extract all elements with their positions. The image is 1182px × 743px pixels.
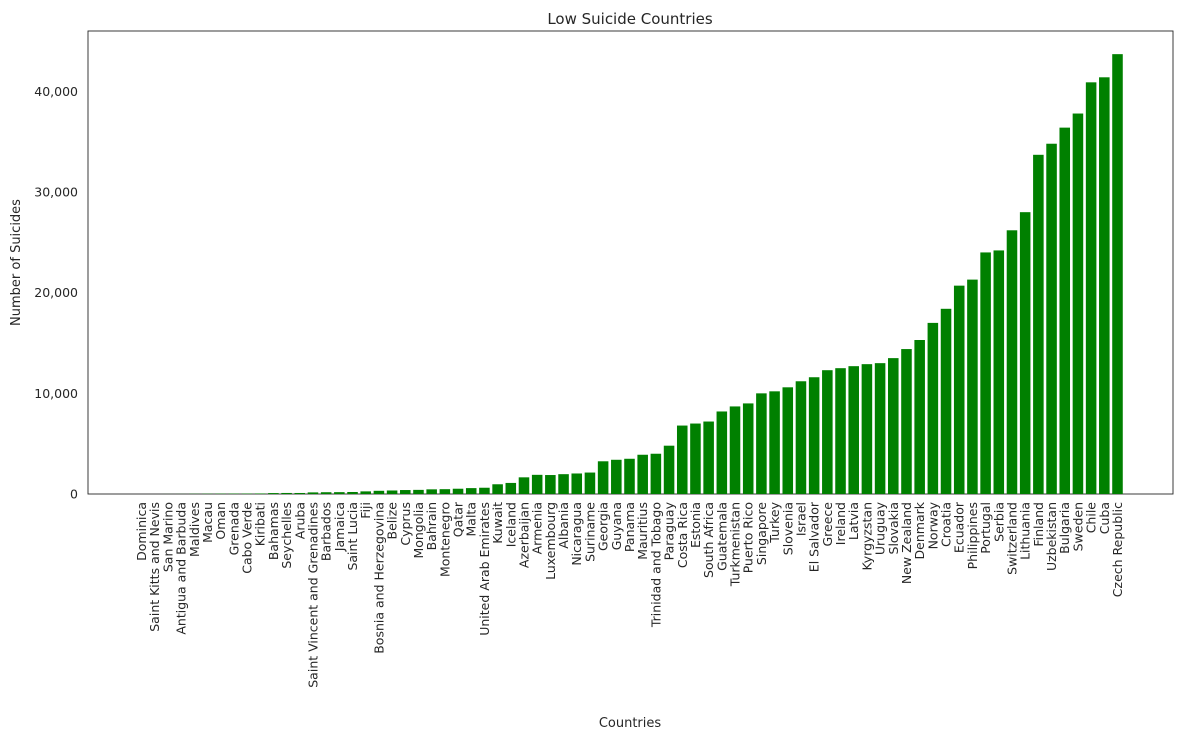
y-tick-label: 40,000 xyxy=(34,84,78,99)
y-tick-label: 20,000 xyxy=(34,285,78,300)
bar xyxy=(664,446,675,494)
y-axis: 0 10,000 20,000 30,000 40,000 xyxy=(34,84,78,502)
bar xyxy=(413,490,424,494)
bar xyxy=(717,411,728,494)
bar xyxy=(796,381,807,494)
bar xyxy=(743,403,754,494)
bar xyxy=(281,493,292,494)
bar xyxy=(954,286,965,494)
bar xyxy=(888,358,899,494)
bar xyxy=(598,461,609,494)
bars-group xyxy=(163,54,1123,494)
bar xyxy=(624,459,635,494)
bar xyxy=(585,473,596,494)
bar xyxy=(1099,77,1110,494)
bar xyxy=(294,493,305,494)
bar xyxy=(387,490,398,494)
y-axis-label: Number of Suicides xyxy=(9,199,24,326)
bar xyxy=(980,252,991,494)
bar xyxy=(492,484,503,494)
bar xyxy=(440,489,451,494)
bar xyxy=(835,368,846,494)
bar xyxy=(967,280,978,494)
bar xyxy=(545,475,556,494)
bar xyxy=(347,492,358,494)
bar xyxy=(466,488,477,494)
bar xyxy=(1112,54,1123,494)
x-axis-label: Countries xyxy=(599,716,662,731)
bar xyxy=(1007,230,1018,494)
bar xyxy=(769,391,780,494)
bar xyxy=(611,460,622,494)
bar xyxy=(360,491,371,494)
y-tick-label: 30,000 xyxy=(34,185,78,200)
bar xyxy=(651,454,662,494)
bar xyxy=(334,492,345,494)
bar xyxy=(426,489,437,494)
bar xyxy=(690,424,701,494)
bar xyxy=(1046,144,1057,494)
bar xyxy=(506,483,517,494)
bar xyxy=(848,366,859,494)
bar xyxy=(730,406,741,494)
bar xyxy=(255,493,266,494)
bar xyxy=(1086,82,1097,494)
bar xyxy=(453,489,464,494)
bar xyxy=(875,363,886,494)
bar xyxy=(994,250,1005,494)
bar xyxy=(637,455,648,494)
bar xyxy=(479,488,490,494)
bar xyxy=(914,340,925,494)
bar xyxy=(822,370,833,494)
bar xyxy=(809,377,820,494)
bar xyxy=(1059,128,1070,494)
bar xyxy=(532,475,543,494)
bar xyxy=(571,473,582,494)
chart-title: Low Suicide Countries xyxy=(547,10,713,28)
bar xyxy=(862,364,873,494)
bar xyxy=(321,492,332,494)
bar xyxy=(374,491,385,494)
bar xyxy=(558,474,569,494)
bar xyxy=(941,309,952,494)
bar xyxy=(1020,212,1031,494)
bar xyxy=(268,493,279,494)
bar xyxy=(519,477,530,494)
bar xyxy=(782,387,793,494)
bar xyxy=(756,393,767,494)
bar xyxy=(1073,114,1084,494)
bar xyxy=(400,490,411,494)
y-tick-label: 0 xyxy=(70,487,78,502)
bar xyxy=(1033,155,1044,494)
bar xyxy=(703,422,714,494)
x-tick-label: Czech Republic xyxy=(1110,502,1125,597)
bar xyxy=(677,426,688,494)
bar xyxy=(308,492,319,494)
bar xyxy=(901,349,912,494)
bar xyxy=(928,323,939,494)
y-tick-label: 10,000 xyxy=(34,386,78,401)
